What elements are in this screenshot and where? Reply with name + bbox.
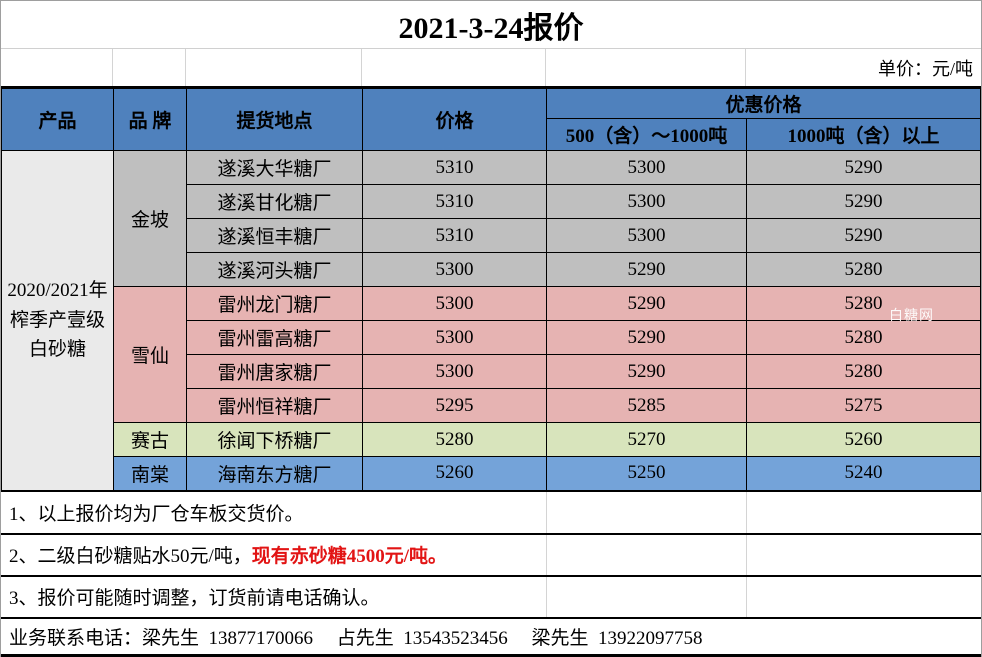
contact-row: 业务联系电话：梁先生 13877170066 占先生 13543523456 梁… <box>1 618 981 656</box>
note-red-text: 现有赤砂糖4500元/吨。 <box>251 546 448 567</box>
note-text: 2、二级白砂糖贴水50元/吨，现有赤砂糖4500元/吨。 <box>1 534 546 576</box>
tier2-price-cell: 5280 <box>746 320 981 355</box>
brand-cell: 金坡 <box>113 150 187 287</box>
price-cell: 5280 <box>362 422 547 457</box>
tier2-price-cell: 5280 <box>746 354 981 389</box>
price-cell: 5300 <box>362 286 547 321</box>
factory-cell: 海南东方糖厂 <box>186 456 363 491</box>
table-row: 遂溪甘化糖厂 5310 5300 5290 <box>1 184 981 219</box>
tier2-price-cell: 5290 <box>746 150 981 185</box>
factory-cell: 雷州恒祥糖厂 <box>186 388 363 423</box>
tier1-price-cell: 5300 <box>546 184 747 219</box>
price-cell: 5260 <box>362 456 547 491</box>
col-header-location: 提货地点 <box>186 87 363 151</box>
tier2-price-cell: 5290 <box>746 218 981 253</box>
col-header-brand: 品 牌 <box>113 87 187 151</box>
table-row: 雷州恒祥糖厂 5295 5285 5275 <box>1 388 981 423</box>
empty-cell <box>545 533 747 576</box>
table-row: 南棠 海南东方糖厂 5260 5250 5240 <box>1 456 981 491</box>
price-cell: 5310 <box>362 184 547 219</box>
tier1-price-cell: 5250 <box>546 456 747 491</box>
tier1-price-cell: 5290 <box>546 252 747 287</box>
note-text-black: 2、二级白砂糖贴水50元/吨， <box>9 546 252 567</box>
empty-cell <box>113 49 186 86</box>
empty-cell <box>545 491 747 534</box>
factory-cell: 遂溪恒丰糖厂 <box>186 218 363 253</box>
price-table: 产品 品 牌 提货地点 价格 优惠价格 500（含）～1000吨 1000吨（含… <box>1 86 981 492</box>
col-header-tier1: 500（含）～1000吨 <box>546 118 747 151</box>
empty-cell <box>546 49 746 86</box>
price-cell: 5300 <box>362 320 547 355</box>
factory-cell: 徐闻下桥糖厂 <box>186 422 363 457</box>
col-header-product: 产品 <box>1 87 114 151</box>
tier1-price-cell: 5290 <box>546 320 747 355</box>
tier1-price-cell: 5300 <box>546 218 747 253</box>
tier2-price-cell: 5260 <box>746 422 981 457</box>
factory-cell: 雷州龙门糖厂 <box>186 286 363 321</box>
notes-section: 1、以上报价均为厂仓车板交货价。 2、二级白砂糖贴水50元/吨，现有赤砂糖450… <box>1 491 981 657</box>
note-text: 1、以上报价均为厂仓车板交货价。 <box>9 503 304 525</box>
table-row: 赛古 徐闻下桥糖厂 5280 5270 5260 <box>1 422 981 457</box>
note-row-1: 1、以上报价均为厂仓车板交货价。 <box>1 491 981 534</box>
tier1-price-cell: 5300 <box>546 150 747 185</box>
table-row: 2020/2021年榨季产壹级白砂糖 金坡 遂溪大华糖厂 5310 5300 5… <box>1 150 981 491</box>
tier1-price-cell: 5290 <box>546 286 747 321</box>
sheet-title: 2021-3-24报价 <box>1 1 981 49</box>
col-header-price: 价格 <box>362 87 547 151</box>
table-row: 雪仙 雷州龙门糖厂 5300 5290 5280 <box>1 286 981 423</box>
note-row-2: 2、二级白砂糖贴水50元/吨，现有赤砂糖4500元/吨。 <box>1 533 981 576</box>
price-cell: 5310 <box>362 150 547 185</box>
tier2-price-cell: 5280 <box>746 252 981 287</box>
tier1-price-cell: 5270 <box>546 422 747 457</box>
empty-cell <box>745 575 981 618</box>
tier2-price-cell: 5280 <box>746 286 981 321</box>
empty-cell <box>545 575 747 618</box>
col-header-tier2: 1000吨（含）以上 <box>746 118 981 151</box>
factory-cell: 雷州唐家糖厂 <box>186 354 363 389</box>
brand-cell: 赛古 <box>113 422 187 457</box>
tier2-price-cell: 5240 <box>746 456 981 491</box>
factory-cell: 遂溪甘化糖厂 <box>186 184 363 219</box>
col-header-discount: 优惠价格 <box>546 87 981 119</box>
unit-price-label: 单价：元/吨 <box>877 58 973 79</box>
empty-cell <box>745 491 981 534</box>
price-cell: 5310 <box>362 218 547 253</box>
brand-cell: 雪仙 <box>113 286 187 423</box>
factory-cell: 遂溪河头糖厂 <box>186 252 363 287</box>
empty-cell <box>745 533 981 576</box>
note-row-3: 3、报价可能随时调整，订货前请电话确认。 <box>1 575 981 618</box>
tier1-price-cell: 5285 <box>546 388 747 423</box>
unit-price-row: 单价：元/吨 <box>1 49 981 86</box>
product-name-cell: 2020/2021年榨季产壹级白砂糖 <box>1 150 114 491</box>
factory-cell: 雷州雷高糖厂 <box>186 320 363 355</box>
price-cell: 5300 <box>362 354 547 389</box>
brand-cell: 南棠 <box>113 456 187 491</box>
contact-line: 业务联系电话：梁先生 13877170066 占先生 13543523456 梁… <box>9 627 703 649</box>
price-cell: 5295 <box>362 388 547 423</box>
empty-cell <box>186 49 362 86</box>
note-text: 3、报价可能随时调整，订货前请电话确认。 <box>9 588 380 609</box>
empty-cell <box>1 49 113 86</box>
price-cell: 5300 <box>362 252 547 287</box>
factory-cell: 遂溪大华糖厂 <box>186 150 363 185</box>
tier2-price-cell: 5290 <box>746 184 981 219</box>
tier1-price-cell: 5290 <box>546 354 747 389</box>
empty-cell <box>362 49 546 86</box>
tier2-price-cell: 5275 <box>746 388 981 423</box>
